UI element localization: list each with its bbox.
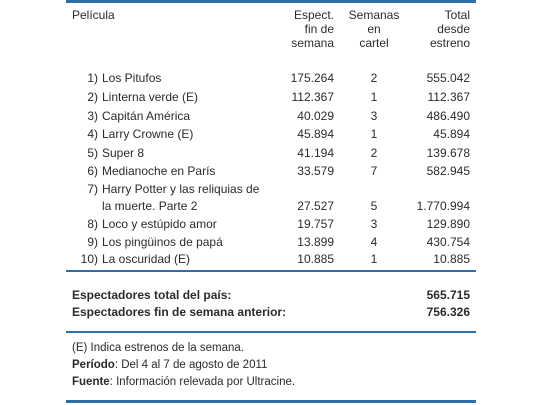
row-rank: 9) — [87, 235, 98, 249]
header-total-line2: desde — [437, 22, 470, 36]
note-source-label: Fuente — [72, 376, 110, 388]
note-period: Período: Del 4 al 7 de agosto de 2011 — [72, 357, 267, 373]
table-row: 9) Los pingüinos de papá 13.899 4 430.75… — [66, 234, 476, 251]
row-rank: 6) — [87, 164, 98, 178]
row-weeks: 5 — [370, 199, 378, 213]
note-premiere-text: Indica estrenos de la semana. — [87, 342, 244, 354]
note-premiere: (E) Indica estrenos de la semana. — [72, 340, 244, 356]
row-weeks: 1 — [370, 127, 378, 141]
row-weeks: 3 — [370, 217, 378, 231]
row-total: 430.754 — [426, 235, 470, 249]
row-rank: 1) — [87, 71, 98, 85]
summary-previous: Espectadores fin de semana anterior: 756… — [72, 304, 470, 321]
row-total: 45.894 — [433, 127, 470, 141]
top-rule — [66, 0, 476, 3]
row-total: 112.367 — [427, 90, 471, 104]
row-rank: 4) — [87, 127, 98, 141]
row-weeks: 7 — [370, 164, 378, 178]
middle-rule — [66, 270, 476, 272]
row-title-continued: la muerte. Parte 2 — [102, 199, 198, 213]
row-total: 10.885 — [433, 252, 470, 266]
table-row: 4) Larry Crowne (E) 45.894 1 45.894 — [66, 126, 476, 143]
row-rank: 2) — [87, 90, 98, 104]
header-weeks-line1: Semanas — [348, 8, 400, 22]
row-total: 486.490 — [426, 109, 470, 123]
row-title: Capitán América — [102, 109, 191, 123]
summary-total-value: 565.715 — [426, 288, 470, 302]
note-period-text: : Del 4 al 7 de agosto de 2011 — [114, 359, 268, 371]
row-weeks: 1 — [370, 252, 378, 266]
row-weeks: 2 — [370, 146, 378, 160]
row-title: Linterna verde (E) — [102, 90, 199, 104]
row-title: Loco y estúpido amor — [102, 217, 217, 231]
header-film: Película — [72, 8, 115, 22]
table-row: 6) Medianoche en París 33.579 7 582.945 — [66, 163, 476, 180]
box-office-table: Película Espect. fin de semana Semanas e… — [66, 0, 476, 405]
row-weekend: 19.757 — [297, 217, 334, 231]
row-weeks: 1 — [370, 90, 378, 104]
row-total: 139.678 — [426, 146, 470, 160]
row-title: Los Pitufos — [102, 71, 162, 85]
row-title: Medianoche en París — [102, 164, 216, 178]
table-row: 10) La oscuridad (E) 10.885 1 10.885 — [66, 251, 476, 268]
header-weeks-line2: en — [367, 22, 381, 36]
header-weekend-line2: fin de — [304, 22, 334, 36]
table-row: 7) Harry Potter y las reliquias de — [66, 181, 476, 198]
header-total: Total desde estreno — [430, 8, 470, 50]
bottom-rule — [66, 400, 476, 403]
summary-total-label: Espectadores total del país: — [72, 288, 232, 302]
row-weekend: 40.029 — [297, 109, 334, 123]
table-row: 3) Capitán América 40.029 3 486.490 — [66, 108, 476, 125]
row-rank: 8) — [87, 217, 98, 231]
row-rank: 5) — [87, 146, 98, 160]
row-rank: 3) — [87, 109, 98, 123]
row-weekend: 41.194 — [297, 146, 334, 160]
notes-rule — [66, 331, 476, 333]
header-weekend: Espect. fin de semana — [291, 8, 334, 50]
summary-previous-label: Espectadores fin de semana anterior: — [72, 305, 287, 319]
row-title: Harry Potter y las reliquias de — [102, 182, 260, 196]
table-row: 1) Los Pitufos 175.264 2 555.042 — [66, 70, 476, 87]
header-weekend-line1: Espect. — [293, 8, 334, 22]
header-weeks: Semanas en cartel — [344, 8, 404, 50]
row-weekend: 112.367 — [291, 90, 335, 104]
row-weekend: 45.894 — [297, 127, 334, 141]
row-weekend: 27.527 — [297, 199, 334, 213]
summary-previous-value: 756.326 — [426, 305, 470, 319]
row-weekend: 10.885 — [297, 252, 334, 266]
header-total-line3: estreno — [429, 36, 470, 50]
row-title: Larry Crowne (E) — [102, 127, 194, 141]
row-weekend: 33.579 — [297, 164, 334, 178]
header-weeks-line3: cartel — [359, 36, 389, 50]
table-row: 2) Linterna verde (E) 112.367 1 112.367 — [66, 89, 476, 106]
note-premiere-label: (E) — [72, 342, 88, 354]
header-total-line1: Total — [444, 8, 470, 22]
row-weeks: 3 — [370, 109, 378, 123]
row-total: 555.042 — [426, 71, 470, 85]
note-source: Fuente: Información relevada por Ultraci… — [72, 374, 295, 390]
table-row: 5) Super 8 41.194 2 139.678 — [66, 145, 476, 162]
row-rank: 10) — [80, 252, 98, 266]
row-total: 129.890 — [426, 217, 470, 231]
row-title: Super 8 — [102, 146, 145, 160]
table-row: 8) Loco y estúpido amor 19.757 3 129.890 — [66, 216, 476, 233]
row-total: 1.770.994 — [416, 199, 470, 213]
row-title: La oscuridad (E) — [102, 252, 191, 266]
row-title: Los pingüinos de papá — [102, 235, 223, 249]
row-weekend: 175.264 — [290, 71, 334, 85]
row-weeks: 2 — [370, 71, 378, 85]
row-total: 582.945 — [426, 164, 470, 178]
note-source-text: : Información relevada por Ultracine. — [109, 376, 296, 388]
row-weekend: 13.899 — [297, 235, 334, 249]
table-row: la muerte. Parte 2 27.527 5 1.770.994 — [66, 198, 476, 215]
summary-total: Espectadores total del país: 565.715 — [72, 287, 470, 304]
header-weekend-line3: semana — [291, 36, 334, 50]
row-rank: 7) — [87, 182, 98, 196]
row-weeks: 4 — [370, 235, 378, 249]
note-period-label: Período — [72, 359, 115, 371]
